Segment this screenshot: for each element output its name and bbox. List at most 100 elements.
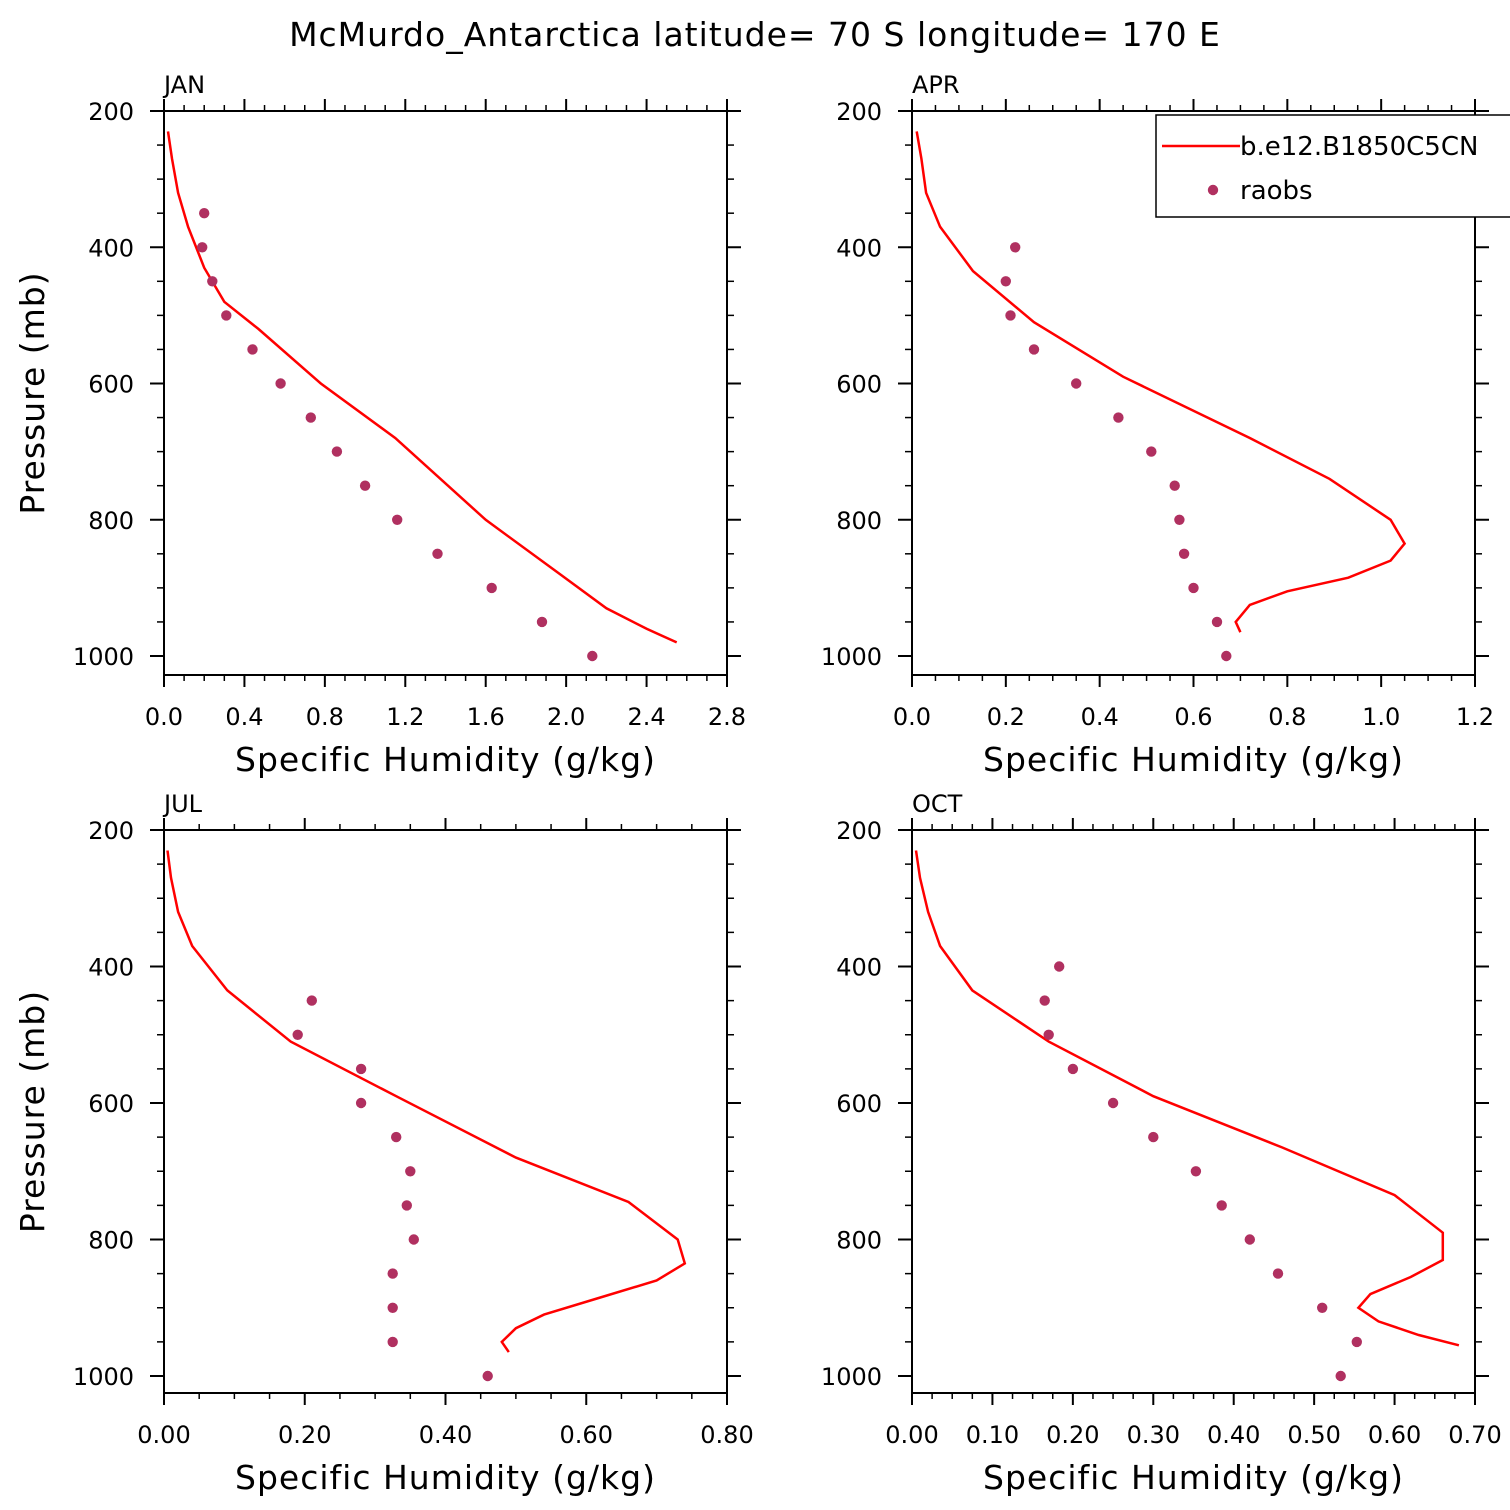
model-profile-line [166, 850, 687, 1353]
raobs-point [355, 1097, 367, 1109]
y-tick-label: 400 [836, 954, 882, 982]
y-tick-label: 800 [88, 507, 134, 535]
raobs-point [432, 548, 443, 559]
legend-dot-swatch [1207, 184, 1219, 196]
raobs-point [1107, 1097, 1119, 1109]
y-axis-label: Pressure (mb) [13, 271, 52, 514]
x-tick-label: 0.0 [893, 703, 931, 731]
y-tick-label: 600 [836, 1090, 882, 1118]
raobs-point [306, 995, 317, 1006]
y-tick-label: 1000 [821, 643, 882, 671]
raobs-point [1054, 961, 1065, 972]
x-tick-label: 0.0 [145, 703, 183, 731]
raobs-point [355, 1063, 367, 1075]
model-profile-line [915, 131, 1407, 633]
legend-label-raobs: raobs [1240, 176, 1313, 206]
x-tick-label: 0.40 [1207, 1421, 1260, 1449]
raobs-point [1190, 1166, 1202, 1177]
raobs-point [1113, 412, 1124, 423]
x-tick-label: 0.40 [419, 1421, 472, 1449]
raobs-point [1178, 548, 1190, 559]
model-profile-line [166, 131, 678, 644]
x-tick-label: 0.20 [278, 1421, 331, 1449]
y-tick-label: 1000 [821, 1363, 882, 1391]
raobs-point [1272, 1268, 1284, 1279]
raobs-point [1221, 650, 1232, 662]
x-tick-label: 0.20 [1046, 1421, 1099, 1449]
x-tick-label: 0.10 [966, 1421, 1019, 1449]
x-axis-label: Specific Humidity (g/kg) [235, 1458, 656, 1497]
legend: b.e12.B1850C5CN raobs [1155, 114, 1510, 218]
x-tick-label: 2.8 [708, 703, 746, 731]
plot-frame-jul [163, 829, 728, 1394]
y-tick-label: 1000 [73, 1363, 134, 1391]
raobs-point [1335, 1370, 1346, 1382]
legend-label-model: b.e12.B1850C5CN [1240, 132, 1478, 162]
y-tick-label: 200 [836, 817, 882, 845]
x-tick-label: 0.8 [1268, 703, 1306, 731]
raobs-point [1071, 378, 1082, 389]
legend-box [1155, 114, 1510, 218]
chart-title: McMurdo_Antarctica latitude= 70 S longit… [289, 15, 1221, 54]
x-tick-label: 0.6 [1174, 703, 1212, 731]
model-profile-line [914, 850, 1460, 1347]
x-axis-label: Specific Humidity (g/kg) [983, 1458, 1404, 1497]
x-tick-label: 0.00 [885, 1421, 938, 1449]
x-tick-label: 0.60 [1368, 1421, 1421, 1449]
raobs-point [408, 1234, 419, 1245]
y-tick-label: 400 [836, 234, 882, 262]
y-tick-label: 600 [88, 1090, 134, 1118]
y-tick-label: 1000 [73, 643, 134, 671]
plot-frame-jan [163, 110, 728, 676]
x-axis-label: Specific Humidity (g/kg) [235, 740, 656, 779]
x-tick-label: 0.00 [137, 1421, 190, 1449]
raobs-point [1211, 616, 1223, 628]
raobs-point [536, 616, 548, 628]
x-tick-label: 1.0 [1362, 703, 1400, 731]
raobs-point [1005, 310, 1016, 321]
raobs-point [1174, 514, 1185, 525]
raobs-point [1146, 446, 1157, 457]
x-tick-label: 0.80 [700, 1421, 753, 1449]
raobs-point [387, 1268, 398, 1279]
x-tick-label: 1.2 [386, 703, 424, 731]
panel-jan: JAN 0.0 0.4 0.8 1.2 1.6 2.0 2.4 2.8 200 400 600 800 1… [13, 71, 746, 779]
x-tick-label: 0.4 [225, 703, 263, 731]
raobs-point [587, 650, 598, 662]
panel-oct: OCT 0.00 0.10 0.20 0.30 0.40 0.50 0.60 0.70 200 40… [821, 790, 1502, 1497]
raobs-point [1317, 1302, 1328, 1314]
raobs-point [275, 378, 286, 389]
raobs-point [1043, 1029, 1054, 1041]
raobs-point [1067, 1063, 1079, 1075]
x-tick-label: 0.2 [987, 703, 1025, 731]
y-tick-label: 200 [836, 98, 882, 126]
x-tick-label: 0.50 [1287, 1421, 1340, 1449]
y-tick-label: 200 [88, 817, 134, 845]
raobs-point [359, 480, 371, 491]
raobs-point [401, 1200, 412, 1211]
panel-label-jan: JAN [162, 71, 205, 99]
raobs-point [405, 1166, 416, 1177]
x-tick-label: 2.0 [547, 703, 585, 731]
y-tick-label: 800 [836, 507, 882, 535]
x-tick-label: 1.6 [467, 703, 505, 731]
panels-container: JAN 0.0 0.4 0.8 1.2 1.6 2.0 2.4 2.8 200 400 600 800 1… [13, 71, 1502, 1497]
y-tick-label: 800 [88, 1227, 134, 1255]
x-tick-label: 0.30 [1127, 1421, 1180, 1449]
panel-label-jul: JUL [162, 790, 203, 818]
raobs-point [486, 582, 497, 594]
raobs-point [391, 1131, 402, 1143]
raobs-point [247, 344, 258, 355]
raobs-point [1148, 1131, 1159, 1143]
panel-label-apr: APR [912, 71, 960, 99]
raobs-point [199, 208, 210, 219]
x-tick-label: 0.8 [306, 703, 344, 731]
raobs-point [387, 1302, 398, 1314]
x-tick-label: 0.4 [1081, 703, 1119, 731]
x-axis-label: Specific Humidity (g/kg) [983, 740, 1404, 779]
raobs-point [1169, 480, 1180, 491]
raobs-point [1010, 242, 1021, 253]
y-tick-label: 600 [836, 371, 882, 399]
y-axis-label: Pressure (mb) [13, 990, 52, 1233]
x-tick-label: 1.2 [1456, 703, 1494, 731]
